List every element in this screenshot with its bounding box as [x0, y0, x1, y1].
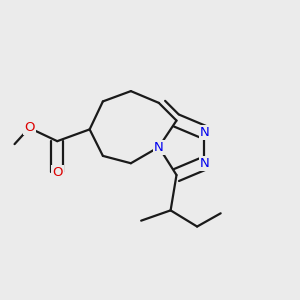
Text: N: N [154, 141, 164, 154]
Text: O: O [24, 122, 34, 134]
Text: N: N [200, 126, 209, 139]
Text: O: O [52, 166, 62, 178]
Text: N: N [200, 157, 209, 170]
